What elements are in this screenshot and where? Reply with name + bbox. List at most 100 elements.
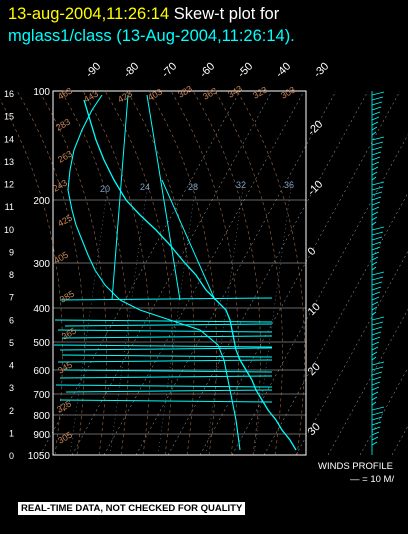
height-tick-label: 15 [4, 112, 14, 122]
adiabat-label: 243 [51, 178, 69, 194]
chart-title: 13-aug-2004,11:26:14 Skew-t plot for mgl… [8, 3, 408, 47]
dewpoint-trace [67, 94, 241, 451]
wind-barb [371, 271, 385, 276]
dry-adiabat-line [126, 90, 195, 456]
mixing-ratio-label: 32 [236, 180, 246, 190]
trace-segment [59, 399, 273, 403]
dry-adiabat-line [104, 90, 173, 456]
wind-barb [371, 236, 383, 241]
isotherm-right-label: 30 [306, 421, 323, 438]
wind-barb [371, 266, 377, 271]
height-tick-label: 3 [9, 383, 14, 393]
wind-barb [371, 381, 381, 386]
wind-barb [371, 131, 377, 136]
trace-segment [57, 329, 273, 333]
wind-barb [371, 136, 385, 141]
isotherm-line [295, 250, 408, 456]
isotherm-right-label: 0 [306, 245, 319, 258]
wind-barb [371, 296, 380, 301]
wind-barb [371, 106, 382, 111]
isotherm-top-label: -50 [236, 60, 256, 80]
wind-barb [371, 281, 383, 286]
trace-segment [161, 179, 216, 301]
height-tick-label: 16 [4, 89, 14, 99]
pressure-tick-label: 500 [33, 338, 50, 349]
wind-barb [371, 231, 384, 236]
wind-barb [371, 201, 381, 206]
mixing-ratio-lines [69, 179, 293, 456]
height-tick-label: 9 [9, 247, 14, 257]
wind-barb [371, 261, 378, 266]
height-tick-label: 13 [4, 157, 14, 167]
winds-scale-label: — = 10 M/ [350, 474, 395, 485]
mixing-ratio-label: 24 [140, 182, 150, 192]
wind-barb [371, 401, 377, 406]
wind-barb [371, 251, 380, 256]
wind-barb [371, 126, 378, 131]
height-tick-label: 0 [9, 451, 14, 461]
trace-segment [55, 384, 273, 388]
wind-barb [371, 286, 382, 291]
wind-barb [371, 366, 384, 371]
wind-barb [371, 331, 382, 336]
adiabat-label: 343 [226, 84, 244, 100]
wind-barb [371, 141, 384, 146]
adiabat-label: 323 [251, 85, 269, 101]
adiabat-label: 283 [54, 117, 72, 133]
mixing-ratio-line [69, 183, 109, 456]
adiabat-label: 325 [55, 399, 73, 415]
wind-barb [371, 386, 380, 391]
trace-segment [61, 335, 273, 339]
wind-barb [371, 91, 385, 96]
winds-profile-label: WINDS PROFILE [318, 461, 393, 472]
quality-banner: REAL-TIME DATA, NOT CHECKED FOR QUALITY [18, 502, 246, 515]
height-tick-label: 5 [9, 338, 14, 348]
height-tick-label: 10 [4, 225, 14, 235]
isotherm-right-label: 20 [306, 361, 323, 378]
wind-barb [371, 156, 381, 161]
height-tick-label: 2 [9, 406, 14, 416]
dry-adiabat-line [236, 90, 305, 456]
wind-barb [371, 101, 383, 106]
wind-barb [371, 166, 379, 171]
trace-segment [59, 375, 273, 379]
wind-barb [371, 321, 384, 326]
wind-barb [371, 311, 377, 316]
wind-barb [371, 151, 382, 156]
pressure-tick-label: 1050 [28, 451, 51, 462]
mixing-ratio-label: 36 [284, 180, 294, 190]
wind-barb [371, 121, 379, 126]
title-date: 13-aug-2004,11:26:14 [8, 5, 170, 23]
pressure-tick-label: 600 [33, 366, 50, 377]
adiabat-label: 303 [279, 85, 297, 101]
mixing-ratio-label: 20 [100, 184, 110, 194]
dry-adiabat-line [38, 90, 107, 456]
dry-adiabats [0, 90, 305, 456]
wind-barb [371, 111, 381, 116]
grid [39, 90, 408, 456]
height-tick-label: 4 [9, 361, 14, 371]
height-tick-label: 1 [9, 428, 14, 438]
mixing-ratio-label: 28 [188, 182, 198, 192]
mixing-ratio-line [109, 181, 149, 456]
wind-barb [371, 181, 385, 186]
isotherm-line [135, 90, 337, 456]
title-station: mglass1/class (13-Aug-2004,11:26:14). [8, 27, 295, 45]
wind-barb [371, 361, 385, 366]
sounding-trace [53, 94, 297, 451]
isotherm-line [199, 90, 401, 456]
pressure-tick-label: 900 [33, 430, 50, 441]
trace-segment [53, 344, 273, 348]
wind-barb [371, 196, 382, 201]
wind-barb [371, 216, 378, 221]
wind-barb [371, 226, 385, 231]
wind-barb [371, 411, 384, 416]
title-text: Skew-t plot for [173, 5, 280, 23]
trace-segment [59, 297, 273, 301]
wind-barb [371, 246, 381, 251]
wind-barb [371, 371, 383, 376]
wind-barb [371, 161, 380, 166]
wind-profile [371, 91, 385, 455]
wind-barb [371, 96, 384, 101]
wind-barb [371, 171, 378, 176]
